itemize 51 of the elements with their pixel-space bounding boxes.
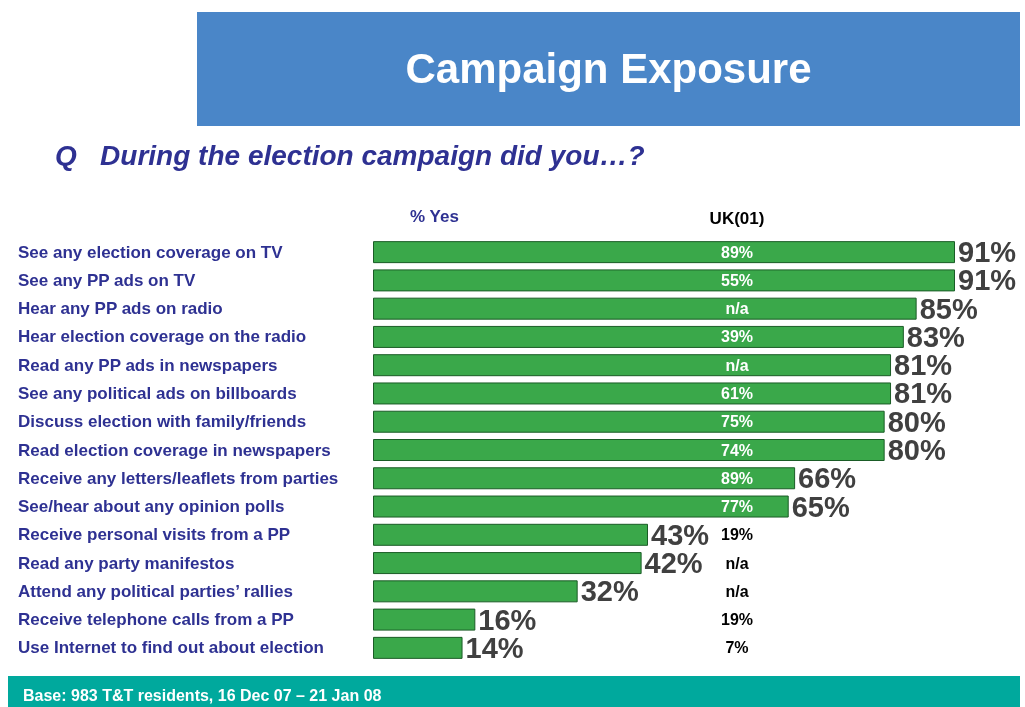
annotation: 19% [720, 526, 754, 544]
annotation: n/a [725, 300, 749, 318]
text: Base: 983 T&T residents, 16 Dec 07 – 21 Jan 08 [8, 676, 1020, 707]
bar [373, 410, 885, 433]
x-axis-title: % Yes [410, 207, 459, 226]
annotation: 75% [720, 413, 754, 431]
y-tick-label: Receive telephone calls from a PP [18, 610, 294, 630]
annotation: n/a [725, 582, 749, 600]
bar [373, 636, 463, 659]
y-tick-label: Receive any letters/leaflets from parties [18, 468, 339, 488]
bar [373, 608, 476, 631]
bar [373, 382, 892, 405]
bar [373, 467, 796, 490]
chart-title: Campaign Exposure [197, 12, 1020, 126]
bar [373, 241, 955, 264]
y-tick-label: Read election coverage in newspapers [18, 440, 331, 460]
text: UK(01) [709, 208, 765, 228]
chart-subtitle: Q During the election campaign did you…? [55, 140, 645, 172]
annotation: 19% [720, 611, 754, 629]
y-tick-label: See any election coverage on TV [18, 242, 284, 262]
annotation: n/a [725, 554, 749, 572]
bar [373, 523, 649, 546]
y-tick-label: Hear election coverage on the radio [18, 327, 307, 347]
y-tick-label: Receive personal visits from a PP [18, 525, 291, 545]
annotation: 89% [720, 243, 754, 261]
y-tick-label: Read any party manifestos [18, 553, 235, 573]
y-tick-label: Read any PP ads in newspapers [18, 355, 278, 375]
bar [373, 325, 904, 348]
annotation: 39% [720, 328, 754, 346]
bar [373, 297, 917, 320]
y-tick-label: Hear any PP ads on radio [18, 299, 223, 319]
annotation: n/a [725, 356, 749, 374]
annotation: 7% [725, 639, 749, 657]
y-tick-label: Discuss election with family/friends [18, 412, 307, 432]
annotation: 74% [720, 441, 754, 459]
annotation: 77% [720, 498, 754, 516]
bar [373, 354, 892, 377]
bar [373, 439, 885, 461]
y-tick-label: See any political ads on billboards [18, 383, 297, 403]
y-tick-label: See/hear about any opinion polls [18, 497, 285, 517]
bar [373, 580, 578, 603]
annotation: 89% [720, 469, 754, 487]
bar [373, 269, 955, 292]
y-tick-label: See any PP ads on TV [18, 270, 196, 290]
data-label: 32% [580, 575, 639, 608]
annotation: 55% [720, 271, 754, 289]
bar [373, 495, 789, 518]
y-tick-label: Use Internet to find out about election [18, 638, 324, 658]
annotation: 61% [720, 384, 754, 402]
y-tick-label: Attend any political parties’ rallies [18, 581, 293, 601]
bar [373, 552, 642, 575]
